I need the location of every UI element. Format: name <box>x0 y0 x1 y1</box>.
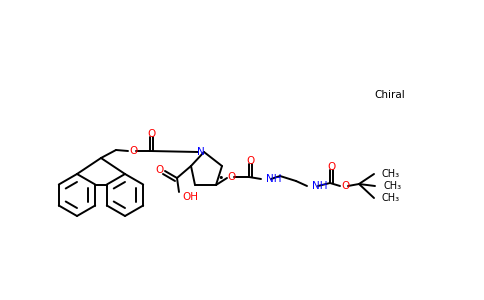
Text: CH₃: CH₃ <box>382 193 400 203</box>
Text: O: O <box>147 129 156 139</box>
Text: O: O <box>227 172 235 182</box>
Text: O: O <box>246 156 255 166</box>
Text: NH: NH <box>312 181 328 191</box>
Text: OH: OH <box>182 192 198 202</box>
Text: N: N <box>197 147 205 157</box>
Text: Chiral: Chiral <box>375 90 406 100</box>
Text: •: • <box>218 173 224 183</box>
Text: CH₃: CH₃ <box>382 169 400 179</box>
Text: O: O <box>156 165 164 175</box>
Text: NH: NH <box>266 174 282 184</box>
Text: O: O <box>327 162 335 172</box>
Text: O: O <box>341 181 349 191</box>
Text: CH₃: CH₃ <box>383 181 401 191</box>
Text: O: O <box>129 146 137 156</box>
